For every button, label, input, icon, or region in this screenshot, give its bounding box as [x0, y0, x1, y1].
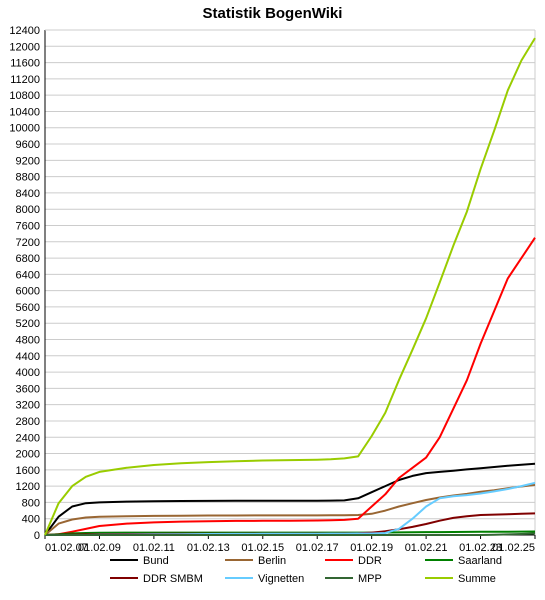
y-tick-label: 6400 [16, 269, 40, 281]
y-tick-label: 7200 [16, 237, 40, 249]
y-tick-label: 1200 [16, 481, 40, 493]
x-tick-label: 01.02.11 [133, 542, 175, 554]
legend-label-Bund: Bund [143, 555, 169, 567]
x-tick-label: 01.02.15 [241, 542, 284, 554]
y-tick-label: 11600 [10, 58, 40, 70]
y-tick-label: 8400 [16, 188, 40, 200]
legend-label-Saarland: Saarland [458, 555, 502, 567]
y-tick-label: 9200 [16, 155, 40, 167]
x-tick-label: 01.02.21 [405, 542, 448, 554]
y-tick-label: 800 [22, 497, 40, 509]
y-tick-label: 10800 [9, 90, 40, 102]
y-tick-label: 400 [22, 514, 40, 526]
x-tick-label: 01.02.13 [187, 542, 230, 554]
y-tick-label: 11200 [10, 74, 40, 86]
legend-label-Summe: Summe [458, 573, 496, 585]
y-tick-label: 12400 [9, 25, 40, 37]
legend-label-MPP: MPP [358, 573, 382, 585]
x-tick-label: 01.02.17 [296, 542, 339, 554]
x-tick-label: 01.02.09 [78, 542, 121, 554]
y-tick-label: 5200 [16, 318, 40, 330]
y-tick-label: 3200 [16, 400, 40, 412]
y-tick-label: 2800 [16, 416, 40, 428]
y-tick-label: 10400 [9, 106, 40, 118]
y-tick-label: 2400 [16, 432, 40, 444]
legend-label-Berlin: Berlin [258, 555, 286, 567]
y-tick-label: 7600 [16, 220, 40, 232]
y-tick-label: 3600 [16, 383, 40, 395]
y-tick-label: 6800 [16, 253, 40, 265]
y-tick-label: 2000 [16, 449, 40, 461]
chart-bg [0, 0, 545, 600]
line-chart: Statistik BogenWiki 0 400 800 1200 1600 2000 24… [0, 0, 545, 600]
y-tick-label: 9600 [16, 139, 40, 151]
legend-label-DDR_SMBM: DDR SMBM [143, 573, 203, 585]
y-tick-label: 4000 [16, 367, 40, 379]
y-tick-label: 4800 [16, 335, 40, 347]
y-tick-label: 6000 [16, 286, 40, 298]
y-tick-label: 8800 [16, 172, 40, 184]
y-tick-label: 8000 [16, 204, 40, 216]
y-tick-label: 5600 [16, 302, 40, 314]
legend-label-Vignetten: Vignetten [258, 573, 304, 585]
y-tick-label: 1600 [16, 465, 40, 477]
y-tick-label: 10000 [9, 123, 40, 135]
y-tick-label: 4400 [16, 351, 40, 363]
x-tick-label: 01.02.19 [350, 542, 393, 554]
y-tick-label: 12000 [9, 41, 40, 53]
chart-title: Statistik BogenWiki [203, 5, 343, 22]
y-tick-label: 0 [34, 530, 40, 542]
chart-container: Statistik BogenWiki 0 400 800 1200 1600 2000 24… [0, 0, 545, 600]
legend-label-DDR: DDR [358, 555, 382, 567]
x-tick-label: 01.02.25 [492, 542, 535, 554]
